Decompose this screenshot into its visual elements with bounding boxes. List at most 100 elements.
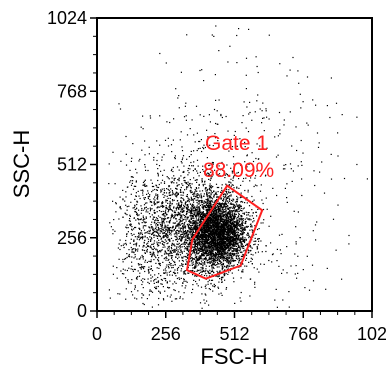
data-point — [201, 247, 204, 249]
data-point — [237, 258, 239, 260]
data-point — [172, 170, 174, 173]
data-point — [214, 251, 217, 254]
data-point — [219, 247, 221, 249]
data-point — [214, 249, 216, 251]
data-point — [224, 233, 226, 235]
data-point — [176, 220, 178, 222]
data-point — [191, 191, 193, 193]
data-point — [208, 272, 211, 275]
data-point — [229, 254, 231, 256]
data-point — [210, 195, 212, 197]
data-point — [224, 279, 226, 281]
data-point — [242, 255, 244, 257]
data-point — [217, 210, 220, 213]
data-point — [218, 186, 220, 189]
data-point — [214, 258, 216, 260]
data-point — [196, 265, 198, 267]
data-point — [213, 225, 215, 227]
data-point — [203, 224, 205, 226]
data-point — [207, 283, 209, 285]
data-point — [212, 253, 214, 255]
data-point — [200, 228, 202, 230]
data-point — [183, 210, 185, 212]
data-point — [241, 231, 243, 233]
data-point — [146, 298, 148, 300]
data-point — [221, 252, 223, 254]
data-point — [138, 227, 140, 229]
data-point — [192, 267, 194, 269]
data-point — [211, 214, 213, 216]
data-point — [230, 257, 232, 259]
data-point — [155, 219, 157, 221]
data-point — [226, 216, 228, 218]
data-point — [223, 228, 225, 230]
data-point — [174, 158, 176, 160]
data-point — [206, 201, 208, 204]
data-point — [233, 231, 235, 233]
data-point — [177, 243, 179, 246]
data-point — [172, 243, 174, 245]
data-point — [125, 242, 127, 244]
data-point — [198, 232, 200, 234]
data-point — [180, 240, 182, 242]
data-point — [213, 214, 215, 217]
data-point — [215, 226, 218, 229]
data-point — [172, 215, 174, 217]
data-point — [227, 175, 229, 177]
data-point — [210, 256, 212, 258]
data-point — [169, 200, 171, 202]
data-point — [131, 249, 133, 251]
data-point — [206, 218, 208, 220]
data-point — [226, 190, 228, 192]
data-point — [151, 221, 153, 223]
data-point — [183, 224, 185, 226]
data-point — [166, 221, 168, 223]
data-point — [216, 237, 218, 239]
data-point — [218, 226, 220, 228]
data-point — [163, 205, 165, 208]
data-point — [218, 208, 220, 211]
data-point — [208, 222, 210, 224]
data-point — [206, 243, 208, 245]
data-point — [257, 238, 259, 240]
data-point — [184, 231, 186, 233]
data-point — [175, 195, 177, 197]
data-point — [222, 226, 224, 228]
data-point — [155, 286, 157, 288]
data-point — [174, 251, 177, 253]
data-point — [225, 221, 227, 223]
data-point — [212, 233, 214, 235]
data-point — [219, 222, 221, 224]
data-point — [204, 188, 206, 190]
data-point — [170, 234, 172, 236]
data-point — [204, 214, 206, 216]
data-point — [215, 245, 218, 247]
data-point — [165, 207, 167, 209]
data-point — [222, 199, 224, 201]
data-point — [223, 214, 225, 216]
data-point — [141, 283, 143, 286]
data-point — [217, 220, 219, 222]
data-point — [168, 210, 170, 212]
data-point — [182, 171, 184, 173]
data-point — [225, 288, 227, 290]
data-point — [236, 252, 238, 254]
data-point — [187, 174, 189, 176]
data-point — [197, 237, 200, 239]
data-point — [197, 259, 199, 262]
data-point — [218, 243, 220, 245]
data-point — [207, 249, 209, 251]
data-point — [182, 231, 184, 233]
data-point — [176, 277, 178, 280]
data-point — [213, 212, 215, 214]
data-point — [215, 233, 217, 235]
data-point — [232, 217, 234, 220]
data-point — [234, 242, 236, 244]
data-point — [235, 224, 237, 226]
data-point — [208, 271, 210, 273]
data-point — [219, 254, 221, 256]
data-point — [139, 197, 141, 200]
data-point — [211, 240, 213, 242]
data-point — [187, 249, 189, 251]
data-point — [196, 201, 198, 204]
